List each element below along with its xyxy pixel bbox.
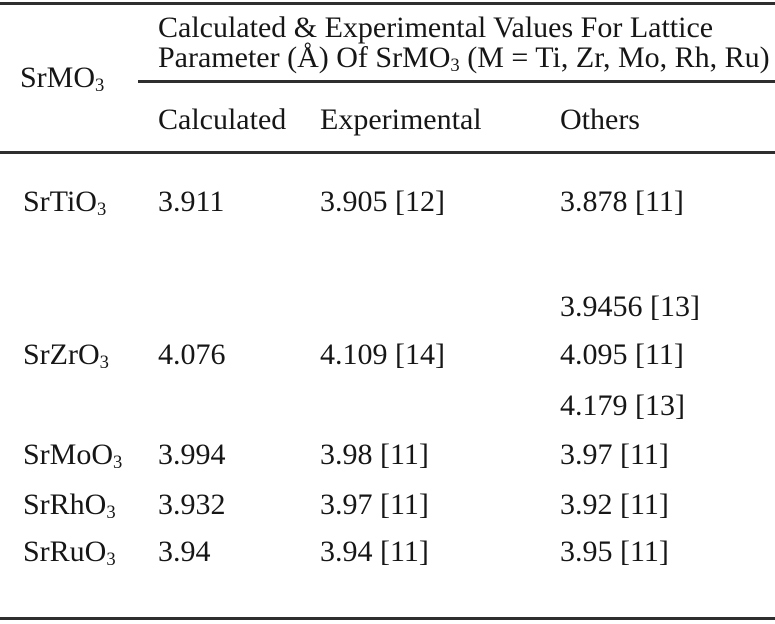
compound-subscript: 3 <box>106 548 116 570</box>
span-header-line2-pre: Parameter (Å) Of SrMO <box>158 41 451 74</box>
compound-cell: SrZrO3 <box>23 338 109 373</box>
others-cell: 3.92 [11] <box>560 488 669 521</box>
experimental-cell: 3.905 [12] <box>320 185 445 218</box>
experimental-cell: 3.97 [11] <box>320 488 429 521</box>
column-header-underline-rule <box>0 151 775 154</box>
compound-cell: SrRuO3 <box>23 535 116 570</box>
experimental-cell: 3.94 [11] <box>320 535 429 568</box>
compound-base: SrRuO <box>23 535 107 568</box>
calculated-cell: 4.076 <box>158 338 226 371</box>
span-header-line2-post: (M = Ti, Zr, Mo, Rh, Ru) <box>459 41 770 74</box>
corner-header-base: SrMO <box>20 61 96 94</box>
others-cell: 3.95 [11] <box>560 535 669 568</box>
experimental-cell: 4.109 [14] <box>320 338 445 371</box>
compound-base: SrTiO <box>23 185 97 218</box>
corner-header-srmo3: SrMO3 <box>20 61 105 96</box>
compound-base: SrMoO <box>23 438 114 471</box>
compound-cell: SrTiO3 <box>23 185 107 220</box>
span-header-line2: Parameter (Å) Of SrMO3 (M = Ti, Zr, Mo, … <box>158 41 770 76</box>
table-bottom-rule <box>0 617 775 620</box>
compound-cell: SrMoO3 <box>23 438 123 473</box>
compound-cell: SrRhO3 <box>23 488 116 523</box>
span-header-line1: Calculated & Experimental Values For Lat… <box>158 11 714 44</box>
compound-subscript: 3 <box>106 501 116 523</box>
compound-subscript: 3 <box>113 451 123 473</box>
span-header-underline-rule <box>138 80 775 83</box>
column-header-experimental: Experimental <box>320 103 482 136</box>
others-cell: 3.9456 [13] <box>560 290 700 323</box>
calculated-cell: 3.994 <box>158 438 226 471</box>
compound-subscript: 3 <box>99 351 109 373</box>
compound-base: SrZrO <box>23 338 100 371</box>
experimental-cell: 3.98 [11] <box>320 438 429 471</box>
column-header-calculated: Calculated <box>158 103 287 136</box>
table-top-rule <box>0 2 775 5</box>
span-header-line2-subscript: 3 <box>450 54 460 76</box>
calculated-cell: 3.94 <box>158 535 211 568</box>
others-cell: 4.179 [13] <box>560 389 685 422</box>
corner-header-subscript: 3 <box>95 74 105 96</box>
calculated-cell: 3.911 <box>158 185 225 218</box>
others-cell: 4.095 [11] <box>560 338 684 371</box>
others-cell: 3.97 [11] <box>560 438 669 471</box>
compound-base: SrRhO <box>23 488 107 521</box>
column-header-others: Others <box>560 103 640 136</box>
calculated-cell: 3.932 <box>158 488 226 521</box>
others-cell: 3.878 [11] <box>560 185 684 218</box>
compound-subscript: 3 <box>96 198 107 220</box>
